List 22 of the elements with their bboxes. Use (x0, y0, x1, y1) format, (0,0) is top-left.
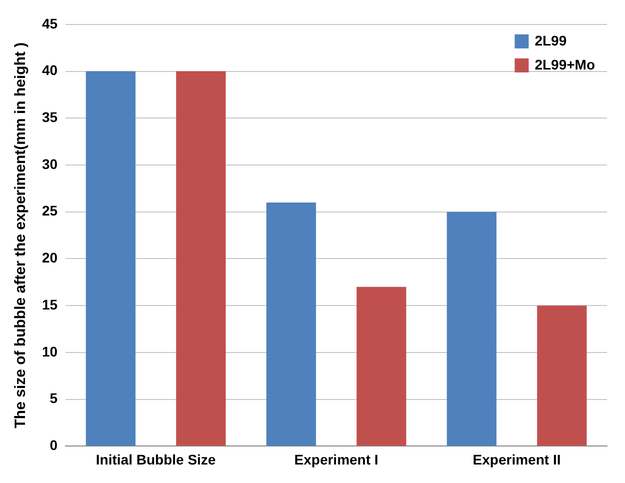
bar (176, 71, 226, 446)
bar (266, 202, 316, 446)
x-tick-label: Experiment II (472, 451, 561, 468)
bar (86, 71, 136, 446)
bar (537, 306, 587, 446)
y-tick-label: 10 (42, 343, 58, 360)
y-axis-title: The size of bubble after the experiment(mm in height ) (12, 42, 30, 428)
bar (446, 212, 496, 446)
y-tick-label: 45 (42, 15, 58, 32)
y-tick-label: 15 (42, 296, 58, 312)
legend-label: 2L99 (534, 32, 567, 48)
y-tick-label: 25 (42, 202, 58, 219)
y-tick-label: 35 (42, 108, 58, 125)
y-tick-label: 30 (42, 156, 58, 172)
y-tick-label: 40 (42, 62, 58, 78)
y-tick-label: 20 (42, 250, 58, 266)
y-tick-label: 5 (50, 390, 58, 406)
legend-label: 2L99+Mo (534, 56, 596, 72)
y-tick-label: 0 (50, 437, 58, 454)
x-tick-label: Initial Bubble Size (96, 451, 216, 468)
x-tick-label: Experiment I (294, 451, 378, 468)
bar (356, 286, 406, 446)
